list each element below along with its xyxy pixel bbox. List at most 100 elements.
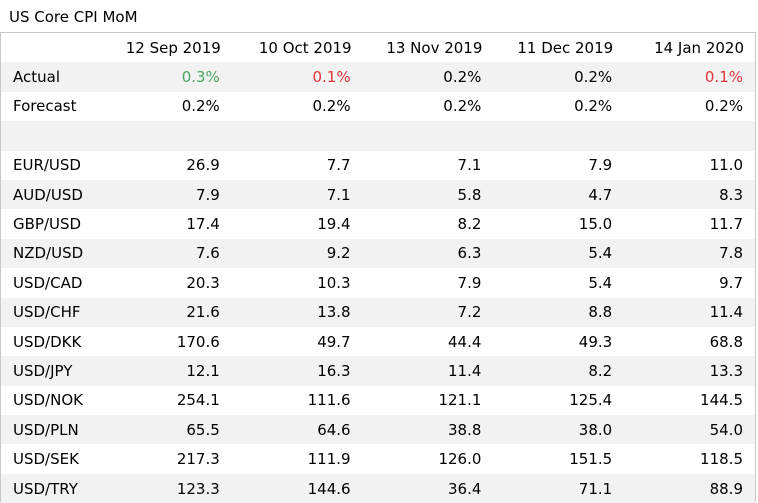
- pair-value: 12.1: [101, 356, 232, 386]
- pair-value: 126.0: [438, 450, 482, 469]
- pair-value: 144.5: [700, 391, 743, 410]
- date-header: 13 Nov 2019: [386, 38, 483, 57]
- pair-value: 11.0: [709, 156, 743, 175]
- pair-value: 11.4: [362, 356, 494, 386]
- pair-value: 7.1: [457, 156, 482, 175]
- spacer-row: [1, 121, 755, 151]
- pair-value: 38.8: [362, 415, 494, 445]
- pair-rows: EUR/USD 26.9 7.7 7.1 7.9 11.0 AUD/USD 7.9 7.1 5.8…: [1, 151, 755, 503]
- pair-label: USD/CAD: [13, 273, 83, 292]
- pair-row: USD/TRY 123.3 144.6 36.4 71.1 88.9: [1, 473, 755, 503]
- date-header: 12 Sep 2019: [125, 38, 221, 57]
- pair-value: 5.4: [588, 273, 613, 292]
- spacer-cell: [1, 121, 101, 151]
- row-label: Actual: [1, 62, 101, 92]
- pair-value: 144.6: [231, 473, 363, 503]
- forecast-value: 0.2%: [704, 97, 743, 116]
- table-title: US Core CPI MoM: [9, 8, 138, 26]
- pair-value: 17.4: [186, 215, 220, 234]
- pair-label: USD/CHF: [1, 297, 101, 327]
- pair-row: USD/NOK 254.1 111.6 121.1 125.4 144.5: [1, 386, 755, 415]
- pair-row: USD/CAD 20.3 10.3 7.9 5.4 9.7: [1, 268, 755, 297]
- pair-value: 8.8: [493, 297, 625, 327]
- pair-value: 68.8: [709, 332, 743, 351]
- pair-value: 11.4: [624, 297, 755, 327]
- pair-value: 54.0: [624, 415, 755, 445]
- date-header: 14 Jan 2020: [654, 38, 744, 57]
- pair-value: 118.5: [700, 450, 743, 469]
- actual-row: Actual 0.3% 0.1% 0.2% 0.2% 0.1%: [1, 62, 755, 92]
- forecast-value: 0.2%: [443, 97, 482, 116]
- actual-value: 0.2%: [493, 62, 625, 92]
- pair-value: 9.2: [231, 238, 363, 269]
- actual-value: 0.3%: [101, 62, 232, 92]
- pair-label: USD/NOK: [13, 391, 83, 410]
- pair-value: 111.6: [307, 391, 351, 410]
- pair-value: 19.4: [317, 215, 351, 234]
- pair-value: 38.0: [493, 415, 625, 445]
- pair-value: 7.6: [101, 238, 232, 269]
- pair-value: 65.5: [101, 415, 232, 445]
- pair-value: 49.3: [578, 332, 613, 351]
- pair-label: AUD/USD: [1, 179, 101, 210]
- pair-value: 9.7: [719, 273, 743, 292]
- forecast-value: 0.2%: [574, 97, 613, 116]
- pair-label: USD/PLN: [1, 415, 101, 445]
- pair-value: 5.4: [493, 238, 625, 269]
- cpi-volatility-table: 12 Sep 2019 10 Oct 2019 13 Nov 2019 11 D…: [1, 33, 755, 503]
- pair-label: GBP/USD: [13, 215, 82, 234]
- pair-label: USD/TRY: [1, 473, 101, 503]
- pair-value: 8.2: [493, 356, 625, 386]
- pair-value: 254.1: [176, 391, 220, 410]
- pair-value: 11.7: [709, 215, 743, 234]
- pair-value: 7.8: [624, 238, 755, 269]
- pair-row: USD/SEK 217.3 111.9 126.0 151.5 118.5: [1, 444, 755, 473]
- pair-row: USD/JPY 12.1 16.3 11.4 8.2 13.3: [1, 356, 755, 386]
- pair-label: EUR/USD: [13, 156, 81, 175]
- pair-value: 7.9: [588, 156, 613, 175]
- pair-row: USD/CHF 21.6 13.8 7.2 8.8 11.4: [1, 297, 755, 327]
- pair-label: USD/JPY: [1, 356, 101, 386]
- header-row: 12 Sep 2019 10 Oct 2019 13 Nov 2019 11 D…: [1, 33, 755, 62]
- pair-label: USD/DKK: [13, 332, 82, 351]
- pair-value: 20.3: [186, 273, 220, 292]
- pair-value: 5.8: [362, 179, 494, 210]
- pair-value: 7.1: [231, 179, 363, 210]
- pair-row: NZD/USD 7.6 9.2 6.3 5.4 7.8: [1, 238, 755, 269]
- pair-value: 88.9: [624, 473, 755, 503]
- pair-value: 151.5: [569, 450, 613, 469]
- pair-value: 15.0: [578, 215, 613, 234]
- spacer-cell: [624, 121, 755, 151]
- date-header: 10 Oct 2019: [258, 38, 352, 57]
- pair-value: 4.7: [493, 179, 625, 210]
- actual-value: 0.1%: [231, 62, 363, 92]
- pair-value: 6.3: [362, 238, 494, 269]
- pair-value: 8.3: [624, 179, 755, 210]
- pair-value: 170.6: [176, 332, 220, 351]
- pair-label: NZD/USD: [1, 238, 101, 269]
- pair-value: 44.4: [447, 332, 482, 351]
- pair-value: 49.7: [317, 332, 351, 351]
- pair-value: 7.9: [101, 179, 232, 210]
- pair-value: 26.9: [186, 156, 220, 175]
- date-header: 11 Dec 2019: [517, 38, 614, 57]
- pair-row: AUD/USD 7.9 7.1 5.8 4.7 8.3: [1, 179, 755, 210]
- pair-value: 125.4: [569, 391, 613, 410]
- pair-value: 16.3: [231, 356, 363, 386]
- pair-value: 7.9: [457, 273, 482, 292]
- pair-value: 7.7: [326, 156, 351, 175]
- pair-value: 7.2: [362, 297, 494, 327]
- row-label: Forecast: [13, 97, 77, 116]
- actual-value: 0.2%: [362, 62, 494, 92]
- pair-row: USD/PLN 65.5 64.6 38.8 38.0 54.0: [1, 415, 755, 445]
- spacer-cell: [493, 121, 625, 151]
- header-corner: [1, 33, 101, 62]
- spacer-cell: [362, 121, 494, 151]
- spacer-cell: [101, 121, 232, 151]
- forecast-value: 0.2%: [181, 97, 220, 116]
- pair-value: 123.3: [101, 473, 232, 503]
- pair-value: 64.6: [231, 415, 363, 445]
- pair-value: 36.4: [362, 473, 494, 503]
- forecast-value: 0.2%: [312, 97, 351, 116]
- pair-value: 8.2: [457, 215, 482, 234]
